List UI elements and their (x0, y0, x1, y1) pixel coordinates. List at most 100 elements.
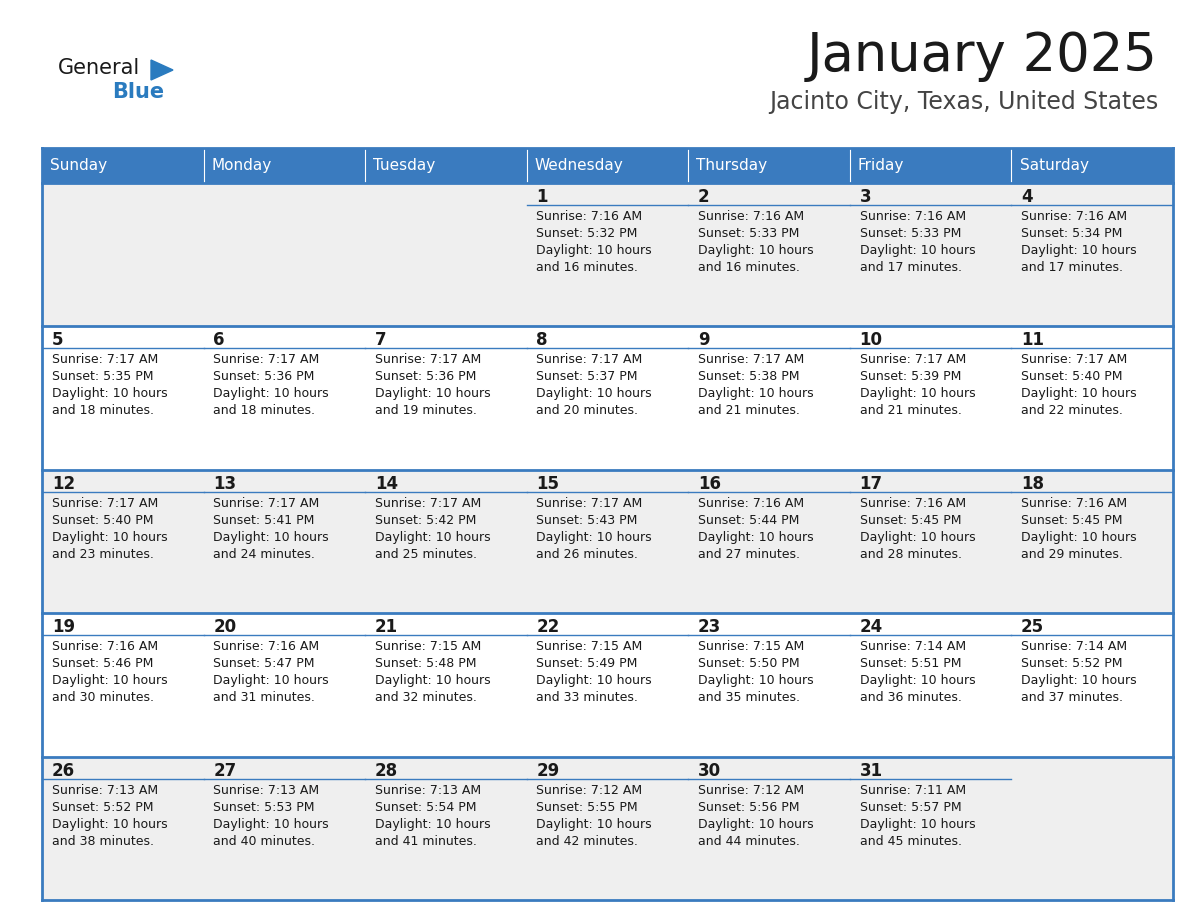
Bar (203, 470, 365, 613)
Text: 20: 20 (214, 618, 236, 636)
Text: Daylight: 10 hours: Daylight: 10 hours (375, 387, 491, 400)
Text: Sunset: 5:44 PM: Sunset: 5:44 PM (699, 514, 800, 527)
Text: Daylight: 10 hours: Daylight: 10 hours (860, 244, 975, 257)
Text: Daylight: 10 hours: Daylight: 10 hours (537, 244, 652, 257)
Text: 19: 19 (52, 618, 75, 636)
Text: Sunset: 5:53 PM: Sunset: 5:53 PM (214, 800, 315, 813)
Text: Sunset: 5:39 PM: Sunset: 5:39 PM (860, 370, 961, 384)
Bar (365, 148, 526, 183)
Text: Daylight: 10 hours: Daylight: 10 hours (52, 674, 168, 688)
Text: Sunset: 5:33 PM: Sunset: 5:33 PM (860, 227, 961, 240)
Text: Sunset: 5:33 PM: Sunset: 5:33 PM (699, 227, 800, 240)
Text: General: General (58, 58, 140, 78)
Text: Blue: Blue (112, 82, 164, 102)
Text: Sunset: 5:57 PM: Sunset: 5:57 PM (860, 800, 961, 813)
Text: and 17 minutes.: and 17 minutes. (1022, 261, 1123, 274)
Bar (203, 327, 365, 470)
Text: Sunset: 5:41 PM: Sunset: 5:41 PM (214, 514, 315, 527)
Bar (42, 327, 203, 470)
Text: Sunset: 5:55 PM: Sunset: 5:55 PM (537, 800, 638, 813)
Text: Sunset: 5:50 PM: Sunset: 5:50 PM (699, 657, 800, 670)
Text: and 45 minutes.: and 45 minutes. (860, 834, 961, 847)
Bar (203, 183, 365, 327)
Bar (365, 756, 526, 900)
Text: Sunrise: 7:16 AM: Sunrise: 7:16 AM (860, 497, 966, 509)
Text: 7: 7 (375, 331, 386, 350)
Text: Sunrise: 7:17 AM: Sunrise: 7:17 AM (52, 353, 158, 366)
Text: Sunrise: 7:12 AM: Sunrise: 7:12 AM (537, 784, 643, 797)
Text: and 21 minutes.: and 21 minutes. (860, 405, 961, 418)
Bar (203, 756, 365, 900)
Bar (365, 327, 526, 470)
Text: Daylight: 10 hours: Daylight: 10 hours (52, 531, 168, 543)
Text: and 31 minutes.: and 31 minutes. (214, 691, 315, 704)
Text: Sunset: 5:36 PM: Sunset: 5:36 PM (375, 370, 476, 384)
Text: 27: 27 (214, 762, 236, 779)
Text: Daylight: 10 hours: Daylight: 10 hours (52, 818, 168, 831)
Bar (526, 613, 688, 756)
Text: Sunset: 5:45 PM: Sunset: 5:45 PM (860, 514, 961, 527)
Text: Thursday: Thursday (696, 158, 767, 173)
Text: 14: 14 (375, 475, 398, 493)
Text: Sunset: 5:52 PM: Sunset: 5:52 PM (52, 800, 153, 813)
Text: Sunrise: 7:14 AM: Sunrise: 7:14 AM (860, 640, 966, 654)
Text: Daylight: 10 hours: Daylight: 10 hours (375, 531, 491, 543)
Text: Sunrise: 7:13 AM: Sunrise: 7:13 AM (52, 784, 158, 797)
Text: 9: 9 (699, 331, 709, 350)
Text: and 29 minutes.: and 29 minutes. (1022, 548, 1123, 561)
Text: 1: 1 (537, 188, 548, 206)
Text: 11: 11 (1022, 331, 1044, 350)
Text: Sunrise: 7:17 AM: Sunrise: 7:17 AM (52, 497, 158, 509)
Text: Sunrise: 7:16 AM: Sunrise: 7:16 AM (52, 640, 158, 654)
Text: and 44 minutes.: and 44 minutes. (699, 834, 800, 847)
Text: and 28 minutes.: and 28 minutes. (860, 548, 961, 561)
Text: and 23 minutes.: and 23 minutes. (52, 548, 153, 561)
Bar (42, 613, 203, 756)
Text: 18: 18 (1022, 475, 1044, 493)
Text: 6: 6 (214, 331, 225, 350)
Text: and 30 minutes.: and 30 minutes. (52, 691, 153, 704)
Text: Sunrise: 7:12 AM: Sunrise: 7:12 AM (699, 784, 804, 797)
Text: Daylight: 10 hours: Daylight: 10 hours (699, 531, 814, 543)
Text: 22: 22 (537, 618, 560, 636)
Text: Sunset: 5:51 PM: Sunset: 5:51 PM (860, 657, 961, 670)
Text: 15: 15 (537, 475, 560, 493)
Text: Sunrise: 7:17 AM: Sunrise: 7:17 AM (214, 497, 320, 509)
Text: Daylight: 10 hours: Daylight: 10 hours (375, 818, 491, 831)
Text: 28: 28 (375, 762, 398, 779)
Text: 17: 17 (860, 475, 883, 493)
Bar (688, 183, 849, 327)
Text: Sunrise: 7:17 AM: Sunrise: 7:17 AM (537, 353, 643, 366)
Text: Daylight: 10 hours: Daylight: 10 hours (214, 387, 329, 400)
Text: Daylight: 10 hours: Daylight: 10 hours (860, 818, 975, 831)
Text: Sunset: 5:56 PM: Sunset: 5:56 PM (699, 800, 800, 813)
Bar (42, 756, 203, 900)
Text: Daylight: 10 hours: Daylight: 10 hours (214, 674, 329, 688)
Text: Saturday: Saturday (1019, 158, 1088, 173)
Bar (526, 183, 688, 327)
Bar (1011, 183, 1173, 327)
Bar (849, 327, 1011, 470)
Bar (42, 470, 203, 613)
Text: 3: 3 (860, 188, 871, 206)
Text: Sunrise: 7:16 AM: Sunrise: 7:16 AM (214, 640, 320, 654)
Bar (526, 470, 688, 613)
Text: Wednesday: Wednesday (535, 158, 624, 173)
Text: 26: 26 (52, 762, 75, 779)
Text: and 19 minutes.: and 19 minutes. (375, 405, 476, 418)
Text: Sunset: 5:43 PM: Sunset: 5:43 PM (537, 514, 638, 527)
Text: Daylight: 10 hours: Daylight: 10 hours (699, 387, 814, 400)
Text: 24: 24 (860, 618, 883, 636)
Text: Daylight: 10 hours: Daylight: 10 hours (52, 387, 168, 400)
Bar (849, 148, 1011, 183)
Text: Daylight: 10 hours: Daylight: 10 hours (214, 818, 329, 831)
Text: 10: 10 (860, 331, 883, 350)
Text: and 18 minutes.: and 18 minutes. (52, 405, 153, 418)
Text: Daylight: 10 hours: Daylight: 10 hours (1022, 244, 1137, 257)
Text: and 18 minutes.: and 18 minutes. (214, 405, 315, 418)
Text: 4: 4 (1022, 188, 1032, 206)
Text: Sunset: 5:48 PM: Sunset: 5:48 PM (375, 657, 476, 670)
Text: Friday: Friday (858, 158, 904, 173)
Bar (688, 756, 849, 900)
Text: Daylight: 10 hours: Daylight: 10 hours (1022, 674, 1137, 688)
